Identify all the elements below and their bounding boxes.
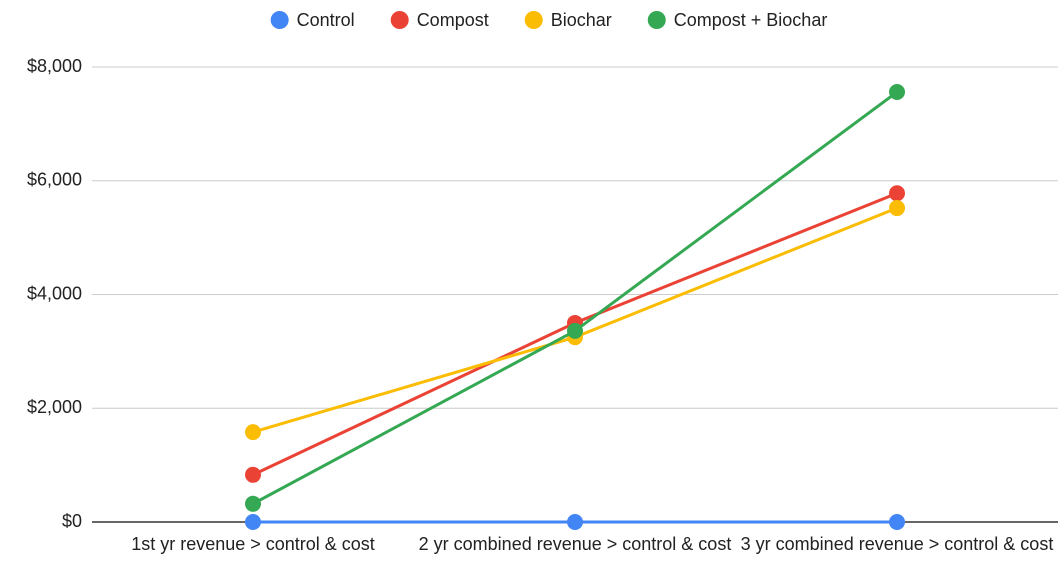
legend-marker xyxy=(390,11,409,29)
data-point xyxy=(889,185,905,202)
y-tick-label: $2,000 xyxy=(27,397,82,417)
data-point xyxy=(245,514,261,530)
legend-label: Biochar xyxy=(551,10,612,30)
legend-marker xyxy=(647,11,666,29)
legend-label: Control xyxy=(297,10,355,30)
data-point xyxy=(245,424,261,441)
data-point xyxy=(889,84,905,101)
data-point xyxy=(889,514,905,530)
data-point xyxy=(245,466,261,483)
data-point xyxy=(889,200,905,217)
data-point xyxy=(567,322,583,339)
legend-marker xyxy=(270,11,289,29)
x-tick-label: 3 yr combined revenue > control & cost xyxy=(740,534,1054,554)
y-tick-label: $0 xyxy=(62,511,82,531)
legend-label: Compost + Biochar xyxy=(674,10,828,30)
series-line xyxy=(252,90,898,506)
legend-marker xyxy=(524,11,543,29)
y-tick-label: $4,000 xyxy=(27,283,82,303)
x-tick-label: 1st yr revenue > control & cost xyxy=(131,534,375,554)
data-point xyxy=(245,495,261,512)
data-point xyxy=(567,514,583,530)
legend-label: Compost xyxy=(417,10,489,30)
y-tick-label: $6,000 xyxy=(27,170,82,190)
x-tick-label: 2 yr combined revenue > control & cost xyxy=(418,534,732,554)
y-tick-label: $8,000 xyxy=(27,56,82,76)
